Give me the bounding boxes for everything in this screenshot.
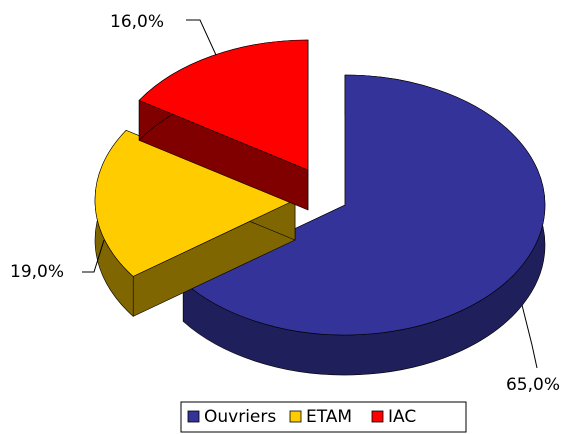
leader-line — [82, 239, 105, 273]
legend-label: IAC — [388, 407, 416, 427]
leader-line — [186, 19, 217, 56]
legend-swatch — [371, 410, 384, 423]
slice — [182, 74, 546, 336]
legend-label: ETAM — [306, 407, 352, 427]
data-label: 65,0% — [506, 375, 560, 395]
legend-box — [180, 401, 467, 433]
slice — [94, 129, 296, 277]
data-label: 16,0% — [110, 12, 164, 32]
data-label: 19,0% — [10, 262, 64, 282]
leader-line — [521, 304, 538, 369]
slice — [138, 39, 309, 171]
legend-swatch — [289, 410, 302, 423]
legend-label: Ouvriers — [204, 407, 276, 427]
legend-swatch — [187, 410, 200, 423]
